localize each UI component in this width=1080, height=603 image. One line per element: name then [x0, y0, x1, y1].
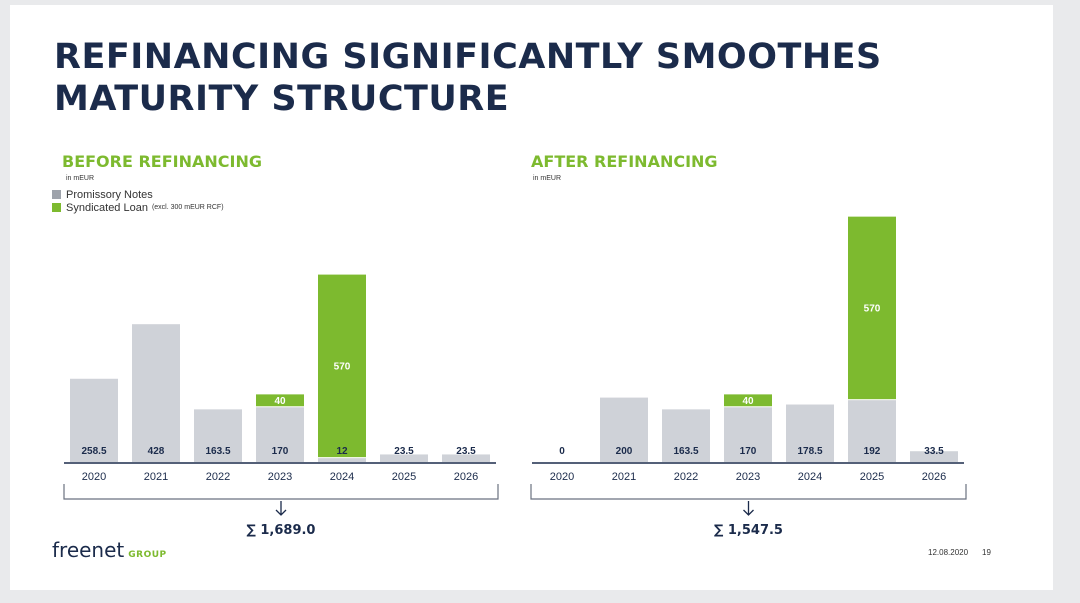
after-label-promissory-2026: 33.5 — [924, 446, 944, 457]
after-label-promissory-2023: 170 — [740, 446, 757, 457]
after-unit-label: in mEUR — [533, 175, 562, 182]
after-label-promissory-2020: 0 — [559, 446, 565, 457]
before-bar-promissory-2026 — [442, 454, 490, 462]
legend-label-syndicated: Syndicated Loan — [66, 201, 148, 214]
after-total-arrow — [743, 501, 754, 516]
slide-title-line2: MATURITY STRUCTURE — [54, 79, 510, 119]
after-bar-promissory-2025 — [848, 400, 896, 462]
after-label-promissory-2024: 178.5 — [797, 446, 822, 457]
before-xtick-2021: 2021 — [144, 471, 168, 483]
legend-label-promissory: Promissory Notes — [66, 188, 153, 201]
before-bar-promissory-2022 — [194, 409, 242, 462]
before-label-promissory-2023: 170 — [272, 446, 289, 457]
before-xtick-2026: 2026 — [454, 471, 478, 483]
after-bar-promissory-2021 — [600, 397, 648, 462]
footer-date: 12.08.2020 — [928, 548, 969, 557]
before-bar-syndicated-2023 — [256, 394, 304, 407]
before-bar-promissory-2024 — [318, 458, 366, 462]
before-bar-promissory-2020 — [70, 378, 118, 462]
after-label-promissory-2021: 200 — [616, 446, 633, 457]
legend-swatch-promissory — [52, 190, 61, 199]
before-xtick-2023: 2023 — [268, 471, 292, 483]
before-label-promissory-2026: 23.5 — [456, 446, 476, 457]
after-bar-syndicated-2023 — [724, 394, 772, 407]
before-label-promissory-2021: 428 — [148, 446, 165, 457]
after-bar-promissory-2024 — [786, 404, 834, 462]
before-label-promissory-2024: 12 — [336, 446, 348, 457]
before-bar-promissory-2025 — [380, 454, 428, 462]
after-xtick-2022: 2022 — [674, 471, 698, 483]
after-xtick-2021: 2021 — [612, 471, 636, 483]
before-label-promissory-2020: 258.5 — [81, 446, 106, 457]
before-total-arrow — [275, 501, 287, 516]
before-unit-label: in mEUR — [66, 175, 95, 182]
slide-title-line1: REFINANCING SIGNIFICANTLY SMOOTHES — [54, 37, 882, 77]
after-bar-promissory-2026 — [910, 451, 958, 462]
before-xtick-2022: 2022 — [206, 471, 230, 483]
after-xtick-2020: 2020 — [550, 471, 574, 483]
before-total-label: ∑ 1,689.0 — [247, 523, 316, 538]
before-xtick-2024: 2024 — [330, 471, 354, 483]
legend-note-syndicated: (excl. 300 mEUR RCF) — [151, 204, 224, 211]
before-label-syndicated-2023: 40 — [274, 396, 286, 407]
before-panel-title: BEFORE REFINANCING — [62, 152, 262, 171]
after-bar-syndicated-2025 — [848, 216, 896, 400]
after-xtick-2023: 2023 — [736, 471, 760, 483]
before-label-promissory-2022: 163.5 — [205, 446, 230, 457]
before-bar-syndicated-2024 — [318, 274, 366, 458]
after-label-promissory-2025: 192 — [864, 446, 881, 457]
before-xtick-2025: 2025 — [392, 471, 416, 483]
after-label-promissory-2022: 163.5 — [673, 446, 698, 457]
after-xtick-2026: 2026 — [922, 471, 946, 483]
footer-page-number: 19 — [982, 548, 991, 557]
after-total-bracket — [530, 484, 967, 500]
before-xtick-2020: 2020 — [82, 471, 106, 483]
after-label-syndicated-2023: 40 — [742, 396, 754, 407]
before-bar-promissory-2023 — [256, 407, 304, 462]
slide-title: REFINANCING SIGNIFICANTLY SMOOTHES MATUR… — [54, 36, 1014, 120]
after-bar-promissory-2023 — [724, 407, 772, 462]
before-label-syndicated-2024: 570 — [334, 362, 351, 373]
freenet-logo-suffix: GROUP — [128, 550, 167, 560]
before-label-promissory-2025: 23.5 — [394, 446, 414, 457]
after-xtick-2025: 2025 — [860, 471, 884, 483]
after-bar-promissory-2022 — [662, 409, 710, 462]
before-total-bracket — [63, 484, 499, 500]
legend-item-syndicated: Syndicated Loan (excl. 300 mEUR RCF) — [52, 201, 224, 214]
freenet-logo-text: freenet — [52, 538, 125, 562]
after-xtick-2024: 2024 — [798, 471, 822, 483]
before-bar-promissory-2021 — [132, 324, 180, 462]
after-label-syndicated-2025: 570 — [864, 304, 881, 315]
chart-legend: Promissory Notes Syndicated Loan (excl. … — [52, 188, 224, 214]
after-panel-title: AFTER REFINANCING — [531, 152, 718, 171]
freenet-logo: freenet GROUP — [52, 538, 167, 562]
legend-item-promissory: Promissory Notes — [52, 188, 224, 201]
legend-swatch-syndicated — [52, 203, 61, 212]
after-total-label: ∑ 1,547.5 — [714, 523, 783, 538]
